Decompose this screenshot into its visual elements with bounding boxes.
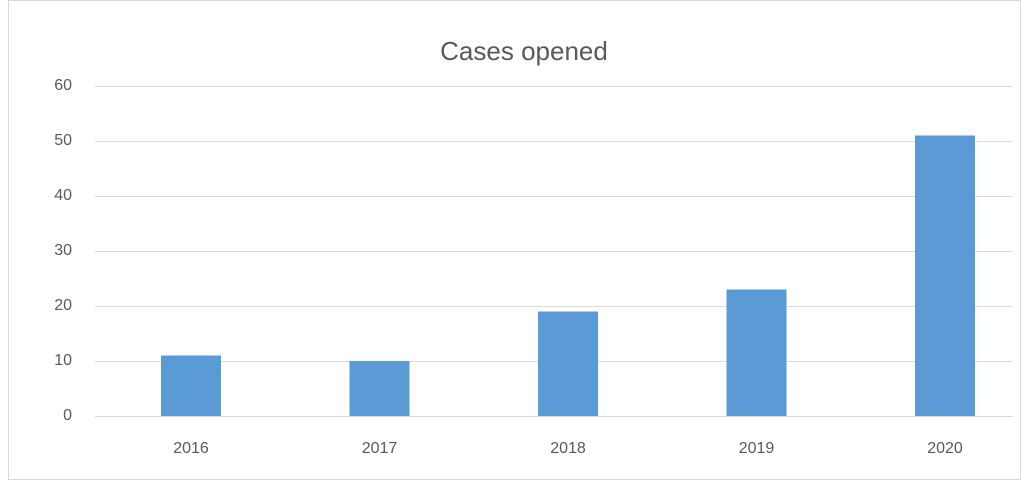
x-tick-label: 2020 (927, 440, 963, 457)
y-tick-label: 10 (54, 352, 72, 369)
bar (349, 361, 410, 416)
x-tick-label: 2017 (362, 440, 398, 457)
x-tick-label: 2016 (173, 440, 209, 457)
y-tick-label: 0 (63, 407, 72, 424)
bar (915, 135, 975, 416)
chart-title: Cases opened (440, 36, 608, 66)
bar (538, 311, 598, 416)
bar (726, 289, 787, 416)
x-tick-label: 2018 (550, 440, 586, 457)
x-tick-label: 2019 (739, 440, 775, 457)
y-tick-label: 40 (54, 187, 72, 204)
y-tick-label: 20 (54, 297, 72, 314)
y-tick-label: 60 (54, 77, 72, 94)
y-tick-label: 30 (54, 242, 72, 259)
y-tick-label: 50 (54, 132, 72, 149)
chart-border (8, 0, 1021, 480)
bar (161, 355, 221, 416)
